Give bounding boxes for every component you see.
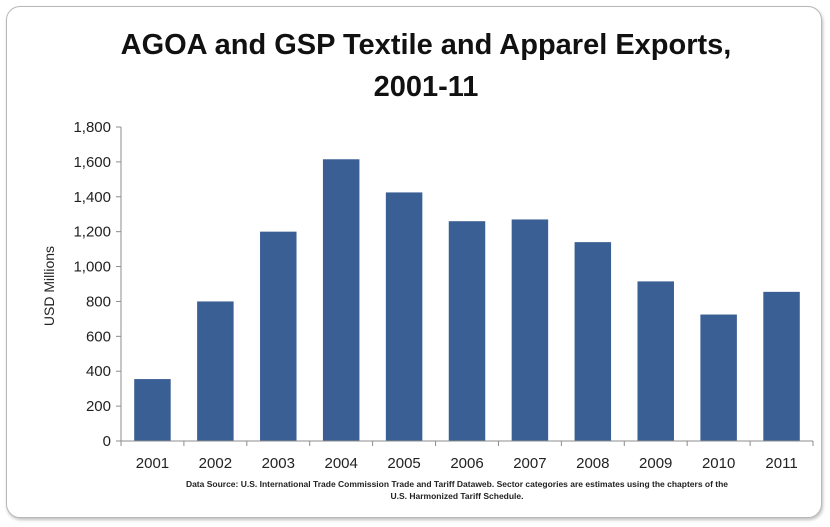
y-tick-label: 1,000 (73, 259, 111, 276)
y-tick-label: 800 (86, 293, 111, 310)
chart-title-line-2: 2001-11 (374, 71, 479, 103)
bar-2005 (385, 192, 423, 441)
bar-2009 (637, 281, 674, 441)
x-tick-label: 2002 (199, 455, 232, 472)
bar-2001 (134, 379, 171, 441)
bar-2007 (511, 219, 549, 441)
x-tick-label: 2011 (765, 455, 797, 472)
x-tick-label: 2009 (639, 455, 672, 472)
y-tick-label: 0 (103, 433, 111, 450)
y-axis: 0 200 400 600 800 1,000 1,200 1,400 1,600 1,800 (73, 119, 121, 450)
y-tick-label: 200 (86, 398, 111, 415)
bar-2002 (197, 301, 234, 441)
y-tick-label: 1,800 (73, 119, 111, 136)
x-tick-label: 2006 (450, 455, 483, 472)
bar-2008 (574, 242, 612, 441)
y-tick-label: 600 (86, 328, 111, 345)
bar-2006 (448, 221, 486, 441)
data-source-note-line-1: Data Source: U.S. International Trade Co… (186, 479, 728, 489)
x-tick-label: 2007 (513, 455, 546, 472)
x-axis: 2001 2002 2003 2004 2005 2006 2007 2008 2009 2010… (120, 441, 814, 472)
x-tick-label: 2008 (576, 455, 609, 472)
y-tick-label: 1,600 (73, 154, 111, 171)
bar-2011 (763, 291, 800, 441)
bar-series (134, 159, 800, 441)
y-axis-label: USD Millions (41, 246, 57, 326)
x-tick-label: 2010 (702, 455, 735, 472)
x-tick-label: 2004 (324, 455, 357, 472)
y-tick-label: 400 (86, 363, 111, 380)
bar-2003 (260, 231, 297, 441)
chart-title-line-1: AGOA and GSP Textile and Apparel Exports… (121, 29, 732, 61)
data-source-note-line-2: U.S. Harmonized Tariff Schedule. (390, 491, 523, 501)
y-tick-label: 1,400 (73, 189, 111, 206)
x-tick-label: 2005 (387, 455, 420, 472)
x-tick-label: 2003 (262, 455, 295, 472)
y-tick-label: 1,200 (73, 224, 111, 241)
x-tick-label: 2001 (136, 455, 169, 472)
bar-2010 (700, 314, 737, 441)
bar-2004 (322, 159, 360, 441)
